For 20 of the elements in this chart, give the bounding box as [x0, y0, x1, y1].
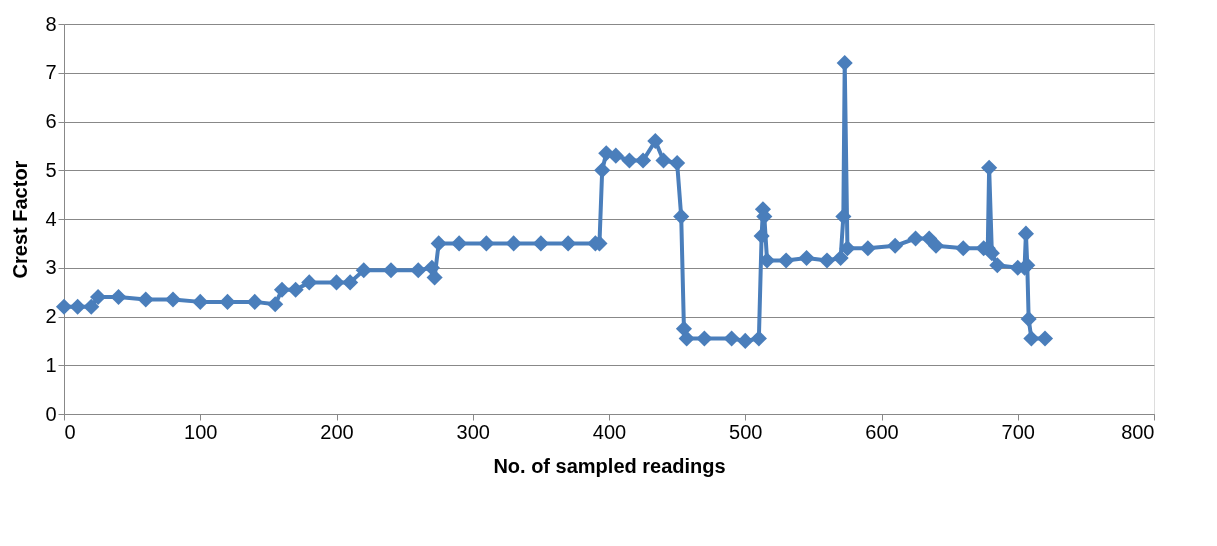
y-tick-label: 1 [45, 353, 57, 376]
x-axis-title: No. of sampled readings [493, 454, 726, 477]
x-tick-label: 800 [1121, 420, 1155, 443]
y-tick-label: 3 [45, 256, 57, 279]
x-tick-label: 500 [729, 420, 763, 443]
x-tick-label: 700 [1001, 420, 1035, 443]
y-tick-label: 8 [45, 12, 57, 35]
y-tick-label: 2 [45, 305, 57, 327]
x-tick-label: 200 [320, 420, 354, 443]
y-tick-label: 4 [45, 207, 57, 230]
x-tick-label: 600 [865, 420, 899, 443]
y-tick-label: 0 [45, 402, 57, 425]
y-tick-label: 7 [45, 61, 57, 84]
x-tick-label: 400 [592, 420, 627, 443]
y-axis-title: Crest Factor [9, 160, 32, 279]
y-tick-label: 6 [45, 110, 57, 132]
x-tick-label: 100 [184, 420, 218, 443]
y-tick-label: 5 [45, 158, 57, 181]
x-tick-label: 0 [64, 420, 76, 443]
x-tick-label: 300 [456, 420, 490, 443]
